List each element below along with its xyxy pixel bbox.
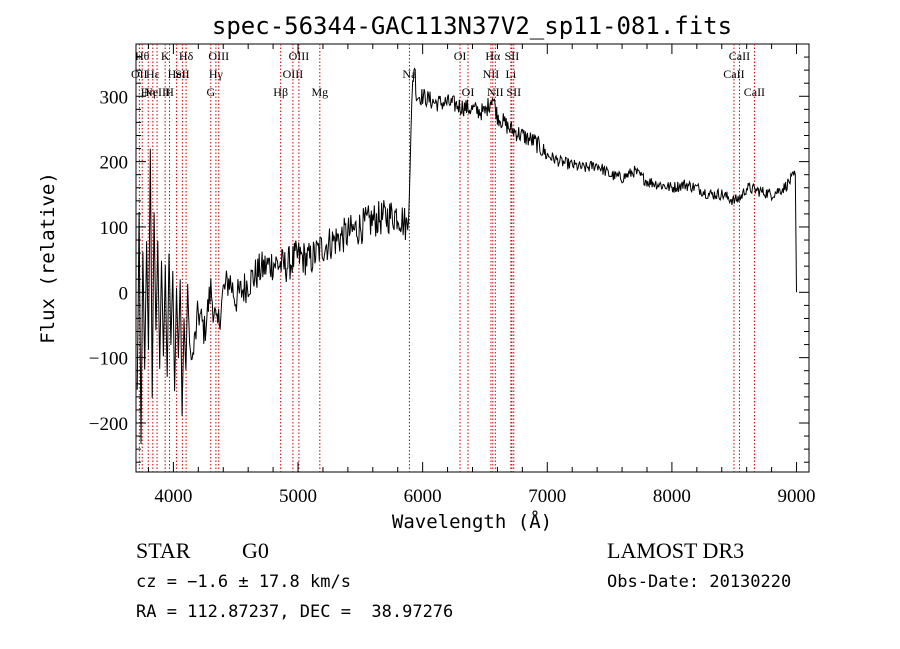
object-subclass: G0 <box>242 538 269 563</box>
y-tick-label: 100 <box>100 218 129 239</box>
line-marker-label: OI <box>462 85 475 99</box>
line-marker-label: CaII <box>744 85 765 99</box>
line-marker-label: SII <box>506 85 521 99</box>
line-marker-label: SII <box>175 67 190 81</box>
line-marker-label: K <box>161 49 170 63</box>
line-marker-label: H <box>165 85 174 99</box>
y-tick-label: −100 <box>89 349 128 370</box>
spectrum-line <box>136 67 797 444</box>
line-marker-label: G <box>206 85 215 99</box>
y-tick-label: 0 <box>119 283 129 304</box>
line-marker-label: CaII <box>729 49 750 63</box>
line-marker-label: Hβ <box>273 85 288 99</box>
line-marker-label: Hε <box>146 67 160 81</box>
y-tick-label: 200 <box>100 153 129 174</box>
line-marker-label: NeIII <box>144 85 170 99</box>
line-marker-label: Hθ <box>135 49 150 63</box>
coordinates: RA = 112.87237, DEC = 38.97276 <box>136 602 454 622</box>
x-tick-label: 6000 <box>404 486 442 507</box>
line-marker-label: CaII <box>723 67 744 81</box>
line-marker-label: OI <box>454 49 467 63</box>
survey-name: LAMOST DR3 <box>607 538 745 563</box>
line-marker-label: OII <box>131 67 148 81</box>
y-tick-label: −200 <box>89 414 128 435</box>
axis-ticks: 4000 5000 6000 7000 8000 9000 −200 −100 0 100 200 3… <box>89 43 816 507</box>
line-marker-label: Li <box>506 67 517 81</box>
line-marker-label: HeI <box>168 67 186 81</box>
line-marker-label: SII <box>505 49 520 63</box>
x-tick-label: 4000 <box>154 486 192 507</box>
spectral-line-markers: OIIHθHηHεNeIIIKHHeISIIHδGHγOIIIHβOIIIOII… <box>131 44 765 472</box>
line-marker-label: Mg <box>311 85 328 99</box>
line-marker-label: Hα <box>485 49 501 63</box>
x-tick-label: 7000 <box>528 486 566 507</box>
x-tick-label: 8000 <box>653 486 691 507</box>
line-marker-label: Hη <box>141 85 156 99</box>
redshift-cz: cz = −1.6 ± 17.8 km/s <box>136 572 351 592</box>
line-marker-label: OIII <box>283 67 304 81</box>
y-axis-label: Flux (relative) <box>37 172 59 344</box>
line-marker-label: Hδ <box>179 49 194 63</box>
line-marker-label: OIII <box>208 49 229 63</box>
line-marker-label: NII <box>487 85 504 99</box>
x-axis-label: Wavelength (Å) <box>392 510 552 533</box>
line-marker-label: OIII <box>289 49 310 63</box>
line-marker-label: Hγ <box>209 67 224 81</box>
line-marker-label: NII <box>483 67 500 81</box>
y-tick-label: 300 <box>100 87 129 108</box>
chart-title: spec-56344-GAC113N37V2_sp11-081.fits <box>212 12 732 40</box>
obs-date: Obs-Date: 20130220 <box>607 572 792 592</box>
x-tick-label: 9000 <box>778 486 816 507</box>
x-tick-label: 5000 <box>279 486 317 507</box>
object-class: STAR <box>136 538 191 563</box>
